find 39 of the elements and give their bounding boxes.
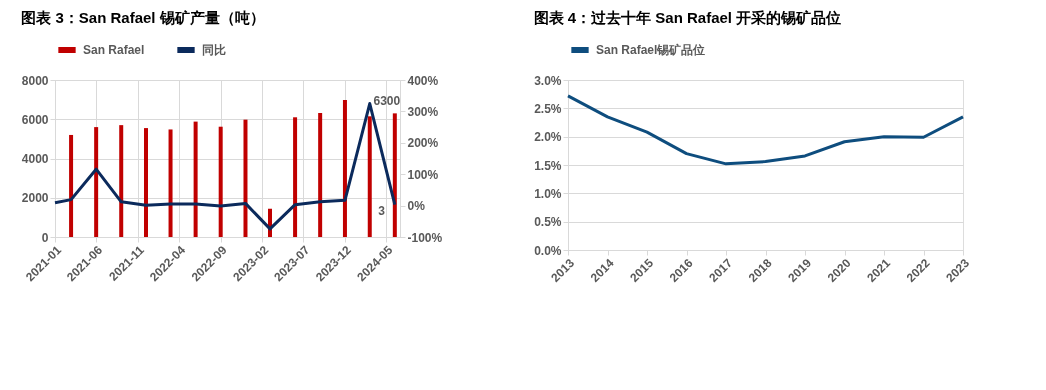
y-tick-label: 3.0% bbox=[534, 73, 562, 88]
y-tick-label: 1.5% bbox=[534, 158, 562, 173]
bar bbox=[193, 121, 198, 237]
y-tick-label: 4000 bbox=[21, 152, 49, 166]
bar bbox=[318, 112, 323, 237]
chart-title: 图表 3：San Rafael 锡矿产量（吨） bbox=[21, 9, 265, 26]
y2-tick-label: 100% bbox=[407, 167, 439, 182]
y-tick-label: 0.5% bbox=[534, 215, 562, 230]
y-tick-label: 8000 bbox=[21, 73, 49, 88]
y2-tick-label: 300% bbox=[407, 104, 439, 119]
bar bbox=[342, 100, 347, 237]
y-tick-label: 0.0% bbox=[534, 243, 562, 258]
bar bbox=[243, 119, 248, 237]
y2-tick-label: 0% bbox=[407, 199, 426, 214]
data-label: 3 bbox=[378, 203, 386, 218]
legend-label: 同比 bbox=[202, 43, 226, 57]
bar bbox=[168, 129, 173, 237]
y-tick-label: 2.0% bbox=[534, 130, 562, 145]
bar bbox=[392, 113, 397, 237]
y2-tick-label: 400% bbox=[407, 73, 439, 88]
y2-tick-label: 200% bbox=[407, 136, 439, 151]
y-tick-label: 1.0% bbox=[534, 186, 562, 201]
bar bbox=[218, 126, 223, 237]
bar bbox=[144, 128, 149, 237]
bar bbox=[69, 134, 74, 237]
y-tick-label: 2.5% bbox=[534, 101, 562, 116]
line-series bbox=[566, 94, 965, 166]
legend-label: San Rafael锡矿品位 bbox=[596, 43, 706, 57]
data-label: 6300 bbox=[373, 94, 401, 109]
bar bbox=[94, 127, 99, 237]
chart-title: 图表 4：过去十年 San Rafael 开采的锡矿品位 bbox=[533, 9, 842, 26]
bar bbox=[367, 116, 372, 237]
y-tick-label: 6000 bbox=[21, 112, 49, 127]
bar bbox=[119, 125, 124, 237]
legend-label: San Rafael bbox=[83, 43, 145, 57]
bar bbox=[293, 117, 298, 237]
y-tick-label: 0 bbox=[41, 230, 49, 245]
y-tick-label: 2000 bbox=[21, 191, 49, 206]
y2-tick-label: -100% bbox=[407, 230, 443, 245]
